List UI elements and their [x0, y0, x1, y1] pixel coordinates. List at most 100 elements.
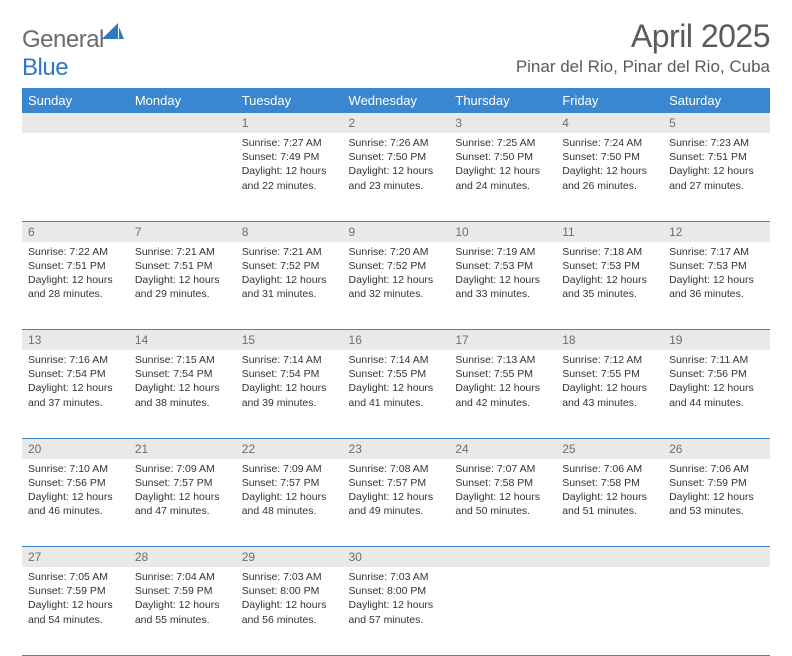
day-number-cell: 28: [129, 547, 236, 568]
day-details: Sunrise: 7:04 AMSunset: 7:59 PMDaylight:…: [129, 567, 236, 631]
sunrise-line: Sunrise: 7:17 AM: [669, 246, 749, 258]
day-cell: Sunrise: 7:24 AMSunset: 7:50 PMDaylight:…: [556, 133, 663, 221]
weekday-header: Saturday: [663, 88, 770, 113]
sunset-line: Sunset: 7:58 PM: [562, 477, 640, 489]
day-details: Sunrise: 7:27 AMSunset: 7:49 PMDaylight:…: [236, 133, 343, 197]
daylight-line: Daylight: 12 hours and 28 minutes.: [28, 274, 113, 300]
day-number-cell: 12: [663, 221, 770, 242]
location-subtitle: Pinar del Rio, Pinar del Rio, Cuba: [516, 57, 770, 77]
day-details: Sunrise: 7:18 AM Sunset: 7:53 PM Daylight:…: [556, 242, 663, 306]
sunrise-line: Sunrise: 7:14 AM: [242, 354, 322, 366]
day-cell: Sunrise: 7:03 AMSunset: 8:00 PMDaylight:…: [236, 567, 343, 655]
daylight-line: Daylight: 12 hours and 33 minutes.: [455, 274, 540, 300]
day-number-row: 12345: [22, 113, 770, 133]
day-cell: Sunrise: 7:14 AMSunset: 7:55 PMDaylight:…: [343, 350, 450, 438]
day-cell: [129, 133, 236, 221]
day-cell: Sunrise: 7:06 AMSunset: 7:58 PMDaylight:…: [556, 459, 663, 547]
day-details: Sunrise: 7:25 AMSunset: 7:50 PMDaylight:…: [449, 133, 556, 197]
sunrise-line: Sunrise: 7:09 AM: [242, 463, 322, 475]
day-number-cell: 8: [236, 221, 343, 242]
day-details: Sunrise: 7:08 AMSunset: 7:57 PMDaylight:…: [343, 459, 450, 523]
day-number-cell: 19: [663, 330, 770, 351]
day-cell: Sunrise: 7:16 AMSunset: 7:54 PMDaylight:…: [22, 350, 129, 438]
sunset-line: Sunset: 7:51 PM: [669, 151, 747, 163]
day-cell: Sunrise: 7:06 AMSunset: 7:59 PMDaylight:…: [663, 459, 770, 547]
sunrise-line: Sunrise: 7:12 AM: [562, 354, 642, 366]
sunset-line: Sunset: 7:56 PM: [28, 477, 106, 489]
sunset-line: Sunset: 7:55 PM: [562, 368, 640, 380]
day-number-cell: 3: [449, 113, 556, 133]
day-cell: Sunrise: 7:14 AMSunset: 7:54 PMDaylight:…: [236, 350, 343, 438]
day-number-cell: 22: [236, 438, 343, 459]
day-details: Sunrise: 7:10 AMSunset: 7:56 PMDaylight:…: [22, 459, 129, 523]
sunrise-line: Sunrise: 7:18 AM: [562, 246, 642, 258]
day-number-cell: 14: [129, 330, 236, 351]
sunrise-line: Sunrise: 7:26 AM: [349, 137, 429, 149]
sunset-line: Sunset: 8:00 PM: [242, 585, 320, 597]
sunrise-line: Sunrise: 7:21 AM: [242, 246, 322, 258]
daylight-line: Daylight: 12 hours and 35 minutes.: [562, 274, 647, 300]
sunrise-line: Sunrise: 7:22 AM: [28, 246, 108, 258]
daylight-line: Daylight: 12 hours and 39 minutes.: [242, 382, 327, 408]
day-details: Sunrise: 7:13 AMSunset: 7:55 PMDaylight:…: [449, 350, 556, 414]
day-details: Sunrise: 7:22 AM Sunset: 7:51 PM Daylight:…: [22, 242, 129, 306]
daylight-line: Daylight: 12 hours and 53 minutes.: [669, 491, 754, 517]
daylight-line: Daylight: 12 hours and 44 minutes.: [669, 382, 754, 408]
daylight-line: Daylight: 12 hours and 29 minutes.: [135, 274, 220, 300]
day-number-cell: 9: [343, 221, 450, 242]
day-details: Sunrise: 7:03 AMSunset: 8:00 PMDaylight:…: [236, 567, 343, 631]
day-cell: Sunrise: 7:21 AMSunset: 7:51 PMDaylight:…: [129, 242, 236, 330]
day-details: Sunrise: 7:21 AMSunset: 7:51 PMDaylight:…: [129, 242, 236, 306]
sunrise-line: Sunrise: 7:23 AM: [669, 137, 749, 149]
sunset-line: Sunset: 7:51 PM: [135, 260, 213, 272]
weekday-header: Tuesday: [236, 88, 343, 113]
day-number-cell: 4: [556, 113, 663, 133]
sunrise-line: Sunrise: 7:03 AM: [242, 571, 322, 583]
daylight-line: Daylight: 12 hours and 50 minutes.: [455, 491, 540, 517]
day-cell: Sunrise: 7:12 AMSunset: 7:55 PMDaylight:…: [556, 350, 663, 438]
daylight-line: Daylight: 12 hours and 42 minutes.: [455, 382, 540, 408]
day-number-cell: 20: [22, 438, 129, 459]
day-cell: Sunrise: 7:27 AMSunset: 7:49 PMDaylight:…: [236, 133, 343, 221]
sunset-line: Sunset: 7:51 PM: [28, 260, 106, 272]
week-row: Sunrise: 7:05 AMSunset: 7:59 PMDaylight:…: [22, 567, 770, 655]
day-details: Sunrise: 7:14 AMSunset: 7:55 PMDaylight:…: [343, 350, 450, 414]
day-number-cell: 25: [556, 438, 663, 459]
sunset-line: Sunset: 7:59 PM: [669, 477, 747, 489]
day-number-cell: 23: [343, 438, 450, 459]
sunrise-line: Sunrise: 7:11 AM: [669, 354, 748, 366]
sunset-line: Sunset: 7:53 PM: [562, 260, 640, 272]
day-details: Sunrise: 7:06 AMSunset: 7:59 PMDaylight:…: [663, 459, 770, 523]
sunset-line: Sunset: 7:56 PM: [669, 368, 747, 380]
day-number-cell: 21: [129, 438, 236, 459]
sunrise-line: Sunrise: 7:05 AM: [28, 571, 108, 583]
day-number-cell: [663, 547, 770, 568]
day-cell: Sunrise: 7:22 AM Sunset: 7:51 PM Daylight:…: [22, 242, 129, 330]
day-details: Sunrise: 7:12 AMSunset: 7:55 PMDaylight:…: [556, 350, 663, 414]
day-number-row: 20212223242526: [22, 438, 770, 459]
sunset-line: Sunset: 7:59 PM: [135, 585, 213, 597]
sunrise-line: Sunrise: 7:14 AM: [349, 354, 429, 366]
day-cell: Sunrise: 7:05 AMSunset: 7:59 PMDaylight:…: [22, 567, 129, 655]
day-number-row: 27282930: [22, 547, 770, 568]
day-cell: [663, 567, 770, 655]
sunrise-line: Sunrise: 7:04 AM: [135, 571, 215, 583]
sunrise-line: Sunrise: 7:08 AM: [349, 463, 429, 475]
sunset-line: Sunset: 7:57 PM: [135, 477, 213, 489]
day-details: Sunrise: 7:23 AMSunset: 7:51 PMDaylight:…: [663, 133, 770, 197]
day-cell: Sunrise: 7:13 AMSunset: 7:55 PMDaylight:…: [449, 350, 556, 438]
day-details: Sunrise: 7:03 AMSunset: 8:00 PMDaylight:…: [343, 567, 450, 631]
week-row: Sunrise: 7:16 AMSunset: 7:54 PMDaylight:…: [22, 350, 770, 438]
weekday-header: Wednesday: [343, 88, 450, 113]
day-cell: Sunrise: 7:15 AMSunset: 7:54 PMDaylight:…: [129, 350, 236, 438]
day-cell: Sunrise: 7:10 AMSunset: 7:56 PMDaylight:…: [22, 459, 129, 547]
day-details: Sunrise: 7:19 AMSunset: 7:53 PMDaylight:…: [449, 242, 556, 306]
day-cell: Sunrise: 7:25 AMSunset: 7:50 PMDaylight:…: [449, 133, 556, 221]
sunset-line: Sunset: 7:59 PM: [28, 585, 106, 597]
day-details: Sunrise: 7:09 AMSunset: 7:57 PMDaylight:…: [129, 459, 236, 523]
weekday-header: Sunday: [22, 88, 129, 113]
brand-name-part1: General: [22, 26, 104, 53]
sunset-line: Sunset: 7:53 PM: [669, 260, 747, 272]
sunset-line: Sunset: 7:55 PM: [455, 368, 533, 380]
calendar-body: 12345Sunrise: 7:27 AMSunset: 7:49 PMDayl…: [22, 113, 770, 655]
